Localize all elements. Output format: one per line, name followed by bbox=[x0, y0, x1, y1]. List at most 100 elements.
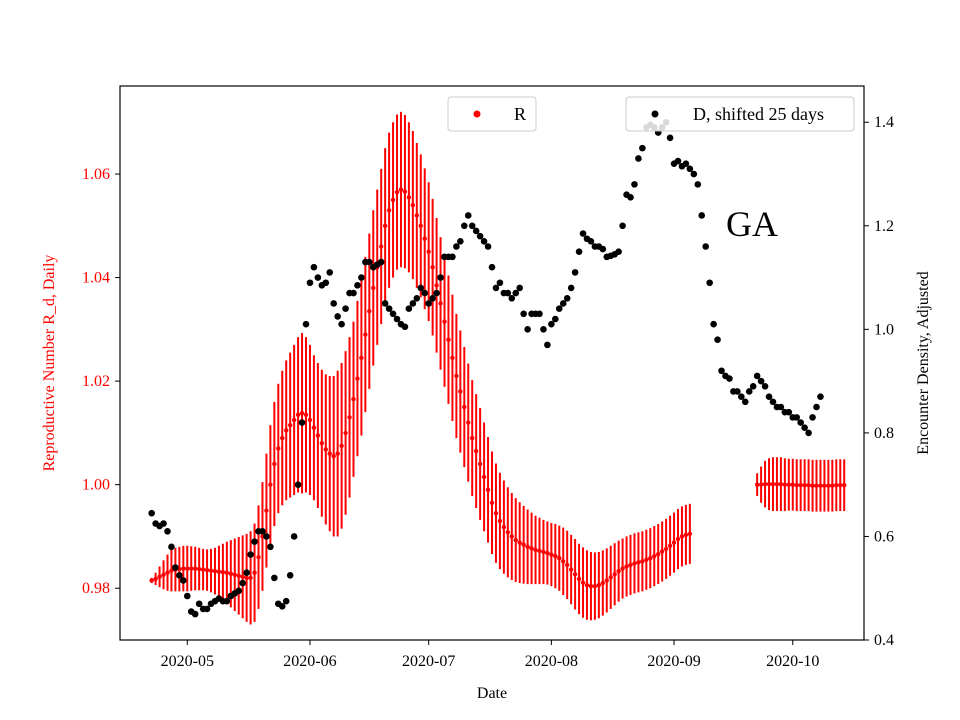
x-tick-label: 2020-06 bbox=[283, 653, 336, 670]
d-point bbox=[468, 222, 476, 230]
d-point bbox=[563, 294, 571, 302]
r-point bbox=[359, 355, 364, 361]
r-point bbox=[572, 572, 578, 577]
r-point bbox=[430, 265, 435, 270]
r-point bbox=[754, 482, 760, 487]
r-point bbox=[636, 560, 641, 565]
r-point bbox=[679, 534, 685, 539]
d-point bbox=[286, 571, 294, 579]
r-point bbox=[204, 567, 210, 573]
r-point bbox=[580, 580, 586, 585]
d-point bbox=[745, 388, 753, 395]
x-tick-label: 2020-05 bbox=[161, 653, 214, 670]
r-point bbox=[216, 569, 222, 574]
d-point bbox=[342, 305, 349, 312]
r-point bbox=[371, 285, 376, 291]
r-point bbox=[830, 483, 835, 488]
r-point bbox=[438, 301, 443, 306]
r-point bbox=[553, 553, 558, 559]
d-point bbox=[686, 165, 694, 173]
d-point bbox=[160, 520, 167, 527]
left-y-tick-label: 1.00 bbox=[82, 477, 110, 494]
r-point bbox=[762, 481, 768, 487]
d-point bbox=[314, 274, 322, 281]
r-point bbox=[181, 566, 186, 571]
r-point bbox=[485, 487, 491, 493]
r-point bbox=[477, 461, 483, 467]
r-point bbox=[327, 451, 332, 456]
d-point bbox=[191, 610, 199, 618]
r-point bbox=[497, 518, 503, 524]
d-point bbox=[635, 155, 642, 162]
r-point bbox=[196, 566, 202, 572]
r-point bbox=[501, 524, 507, 530]
d-point bbox=[306, 279, 314, 287]
r-point bbox=[272, 461, 277, 467]
r-point bbox=[766, 481, 772, 487]
d-point bbox=[263, 533, 270, 540]
right-y-tick-label: 0.6 bbox=[874, 528, 894, 545]
d-point bbox=[555, 305, 563, 312]
r-point bbox=[564, 562, 570, 568]
r-point bbox=[295, 412, 301, 417]
r-point bbox=[165, 570, 170, 575]
r-point bbox=[280, 435, 285, 441]
r-point bbox=[790, 482, 795, 487]
r-point bbox=[842, 482, 847, 488]
d-point bbox=[761, 382, 769, 390]
d-point bbox=[619, 222, 626, 230]
r-point bbox=[244, 575, 249, 581]
d-point bbox=[271, 574, 278, 582]
d-point bbox=[389, 310, 397, 318]
d-point bbox=[496, 279, 504, 287]
r-point bbox=[189, 566, 194, 571]
d-point bbox=[377, 258, 385, 266]
left-y-tick-label: 1.04 bbox=[82, 270, 110, 287]
d-point bbox=[674, 157, 682, 165]
r-point bbox=[287, 422, 293, 428]
legend-r: R bbox=[447, 96, 537, 132]
r-point bbox=[652, 553, 657, 559]
d-point bbox=[520, 310, 527, 318]
d-point bbox=[682, 160, 690, 167]
r-point bbox=[291, 417, 297, 423]
d-point bbox=[757, 377, 765, 385]
d-point bbox=[243, 569, 250, 576]
r-point bbox=[307, 417, 313, 423]
state-annotation: GA bbox=[726, 204, 778, 244]
r-point bbox=[659, 549, 665, 554]
d-point bbox=[785, 408, 793, 416]
left-y-tick-label: 1.06 bbox=[82, 166, 110, 183]
d-point bbox=[437, 274, 444, 281]
r-point bbox=[248, 575, 253, 581]
d-point bbox=[476, 232, 484, 240]
r-point bbox=[378, 244, 384, 249]
r-point bbox=[814, 483, 819, 488]
r-point bbox=[335, 451, 340, 456]
d-point bbox=[627, 194, 634, 201]
r-point bbox=[473, 448, 479, 454]
d-point bbox=[508, 294, 516, 302]
r-point bbox=[192, 566, 198, 571]
r-point bbox=[264, 508, 269, 513]
d-point bbox=[310, 263, 318, 271]
d-point bbox=[694, 181, 702, 188]
r-point bbox=[600, 580, 606, 586]
d-point bbox=[259, 527, 266, 535]
d-point bbox=[710, 320, 717, 328]
r-point bbox=[402, 189, 408, 194]
r-point bbox=[612, 572, 617, 577]
r-point bbox=[355, 376, 360, 381]
d-point bbox=[552, 315, 559, 323]
r-point bbox=[525, 544, 530, 550]
d-point bbox=[298, 419, 306, 426]
r-point bbox=[806, 482, 811, 488]
d-point bbox=[393, 315, 401, 323]
r-point bbox=[786, 482, 792, 487]
d-point bbox=[425, 300, 432, 307]
legend-d: D, shifted 25 days bbox=[625, 96, 855, 132]
right-y-tick-label: 1.2 bbox=[874, 218, 894, 235]
d-point bbox=[801, 424, 808, 432]
r-point bbox=[240, 574, 245, 580]
